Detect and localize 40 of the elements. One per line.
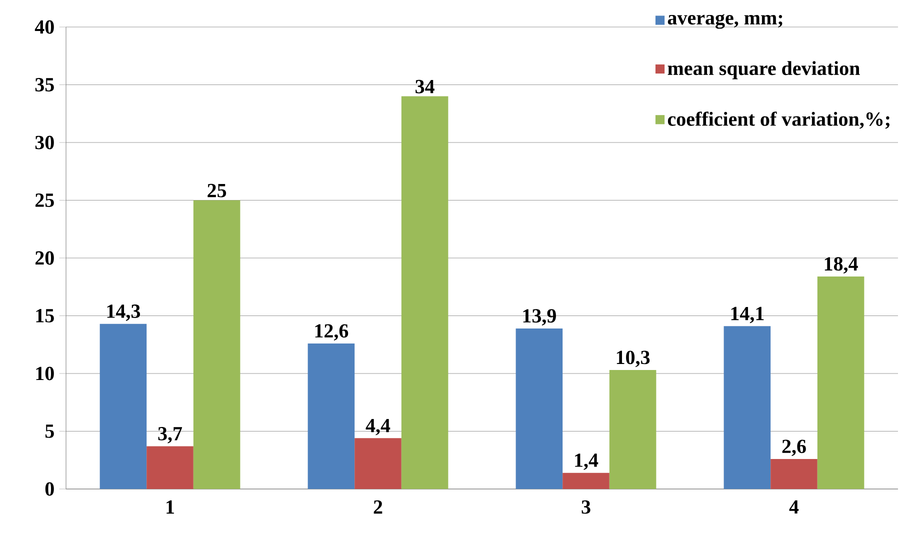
x-tick-label: 3 [582, 500, 590, 514]
y-tick-label: 0 [45, 482, 54, 496]
data-label: 13,9 [523, 309, 556, 326]
bar [146, 446, 194, 489]
y-tick-label: 10 [36, 366, 54, 380]
y-tick-label: 15 [36, 309, 54, 322]
y-tick-label: 35 [35, 78, 54, 92]
bar [562, 472, 610, 489]
data-label: 3,7 [158, 426, 182, 444]
data-label: 4,4 [366, 418, 390, 436]
y-tick-label: 30 [35, 136, 54, 150]
data-label: 14,3 [107, 304, 140, 321]
x-tick-label: 2 [374, 500, 382, 514]
bar [516, 328, 563, 489]
bar [401, 96, 448, 489]
bar [193, 200, 240, 489]
legend-label: average, mm; [668, 14, 782, 29]
data-label: 18,4 [824, 257, 858, 274]
x-tick-label: 4 [789, 500, 799, 514]
data-label: 10,3 [616, 350, 650, 368]
data-label: 14,1 [731, 306, 764, 324]
data-label: 34 [416, 80, 434, 94]
data-label: 2,6 [782, 440, 806, 456]
legend-label: mean square deviation [668, 61, 860, 80]
bar [724, 326, 771, 489]
bar [770, 458, 818, 489]
legend-label: coefficient of variation,%; [668, 112, 890, 129]
data-label: 25 [208, 184, 226, 198]
bar [817, 276, 864, 489]
bar [354, 438, 402, 489]
y-tick-label: 40 [34, 20, 54, 34]
x-tick-label: 1 [166, 500, 174, 514]
bar [100, 324, 147, 489]
bar [308, 343, 355, 489]
data-label: 1,4 [575, 454, 598, 470]
y-tick-label: 20 [35, 251, 54, 265]
y-tick-label: 25 [35, 194, 54, 207]
bar [609, 370, 656, 489]
y-tick-label: 5 [45, 424, 54, 438]
data-label: 12,6 [315, 324, 348, 341]
